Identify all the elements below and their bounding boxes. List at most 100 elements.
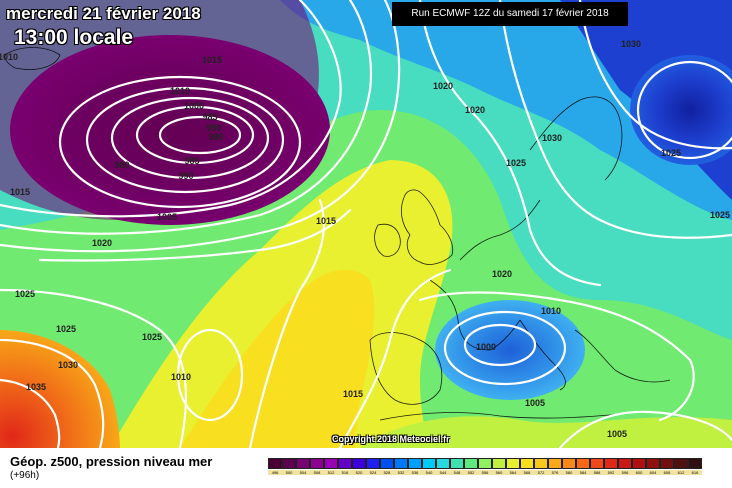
scale-step: 568	[520, 458, 534, 480]
scale-step: 516	[338, 458, 352, 480]
pressure-label: 1000	[476, 342, 496, 352]
scale-swatch	[688, 458, 702, 469]
scale-label: 556	[478, 470, 492, 475]
scale-label: 584	[576, 470, 590, 475]
coast-iberia	[369, 332, 443, 405]
isobar-1025-scandinavia	[636, 60, 732, 160]
scale-step: 512	[324, 458, 338, 480]
scale-swatch	[660, 458, 674, 469]
scale-step: 504	[296, 458, 310, 480]
scale-label: 592	[604, 470, 618, 475]
scale-label: 504	[296, 470, 310, 475]
scale-step: 576	[548, 458, 562, 480]
scale-step: 600	[632, 458, 646, 480]
pressure-label: 985	[184, 156, 199, 166]
scale-step: 540	[422, 458, 436, 480]
isobar-1010-med	[418, 291, 695, 422]
scale-label: 608	[660, 470, 674, 475]
isobar-1010-azores-low	[176, 328, 244, 422]
isobar-980	[158, 115, 242, 155]
scale-swatch	[604, 458, 618, 469]
scale-swatch	[422, 458, 436, 469]
scale-step: 572	[534, 458, 548, 480]
field-orange-ridge	[180, 269, 375, 448]
pressure-label: 1010	[171, 372, 191, 382]
scale-label: 596	[618, 470, 632, 475]
pressure-label: 980	[208, 132, 223, 142]
pressure-label: 1010	[170, 86, 190, 96]
pressure-label: 1035	[26, 382, 46, 392]
field-purple-fringe	[0, 0, 319, 220]
pressure-label: 1025	[710, 210, 730, 220]
scale-swatch	[548, 458, 562, 469]
forecast-date: mercredi 21 février 2018	[6, 4, 201, 23]
pressure-label: 1005	[607, 429, 627, 439]
isobar-1000-med	[463, 323, 537, 367]
scale-step: 548	[450, 458, 464, 480]
pressure-label: 1030	[58, 360, 78, 370]
scale-swatch	[492, 458, 506, 469]
isobar-1015-central	[248, 198, 325, 448]
pressure-label: 1015	[316, 216, 336, 226]
scale-step: 608	[660, 458, 674, 480]
pressure-label: 1020	[492, 269, 512, 279]
scale-step: 532	[394, 458, 408, 480]
pressure-label: 990	[178, 171, 193, 181]
scale-label: 580	[562, 470, 576, 475]
isobar-1015-iberia	[338, 268, 452, 448]
scale-label: 516	[338, 470, 352, 475]
scale-step: 496	[268, 458, 282, 480]
isobar-1025-sw	[0, 288, 188, 448]
scale-label: 540	[422, 470, 436, 475]
pressure-label: 1025	[506, 158, 526, 168]
pressure-label: 1015	[202, 55, 222, 65]
scale-label: 524	[366, 470, 380, 475]
legend-footer: Géop. z500, pression niveau mer (+96h) 4…	[0, 448, 732, 488]
scale-label: 572	[534, 470, 548, 475]
scale-swatch	[268, 458, 282, 469]
scale-step: 584	[576, 458, 590, 480]
scale-step: 592	[604, 458, 618, 480]
coast-africa	[379, 412, 621, 421]
scale-label: 564	[506, 470, 520, 475]
coastlines	[4, 47, 671, 421]
scale-label: 604	[646, 470, 660, 475]
isobar-1010-atlantic	[0, 0, 373, 235]
scale-label: 548	[450, 470, 464, 475]
isobar-1005-atlantic	[0, 0, 342, 218]
weather-map: 1010 1015 1010 1000 985 990 980 980 985 …	[0, 0, 732, 448]
scale-swatch	[282, 458, 296, 469]
scale-swatch	[646, 458, 660, 469]
scale-label: 532	[394, 470, 408, 475]
scale-swatch	[324, 458, 338, 469]
scale-swatch	[408, 458, 422, 469]
pressure-label: 1020	[92, 238, 112, 248]
pressure-label: 1005	[525, 398, 545, 408]
isobar-1035-sw	[0, 378, 61, 448]
scale-step: 616	[688, 458, 702, 480]
scale-swatch	[352, 458, 366, 469]
scale-label: 528	[380, 470, 394, 475]
scale-step: 508	[310, 458, 324, 480]
pressure-label: 1025	[661, 148, 681, 158]
scale-swatch	[310, 458, 324, 469]
scale-step: 544	[436, 458, 450, 480]
scale-label: 544	[436, 470, 450, 475]
scale-swatch	[576, 458, 590, 469]
scale-swatch	[296, 458, 310, 469]
isobar-990	[110, 96, 270, 180]
scale-label: 512	[324, 470, 338, 475]
scale-swatch	[464, 458, 478, 469]
scale-step: 604	[646, 458, 660, 480]
copyright: Copyright 2018 Meteociel.fr	[332, 434, 450, 444]
field-warm-sw	[0, 330, 120, 448]
isobar-985	[135, 105, 255, 165]
field-yellow-ridge	[110, 160, 453, 448]
isobar-1020-east	[418, 0, 602, 287]
isobar-1005-south	[558, 410, 732, 448]
scale-step: 556	[478, 458, 492, 480]
scale-swatch	[562, 458, 576, 469]
scale-swatch	[394, 458, 408, 469]
scale-swatch	[590, 458, 604, 469]
